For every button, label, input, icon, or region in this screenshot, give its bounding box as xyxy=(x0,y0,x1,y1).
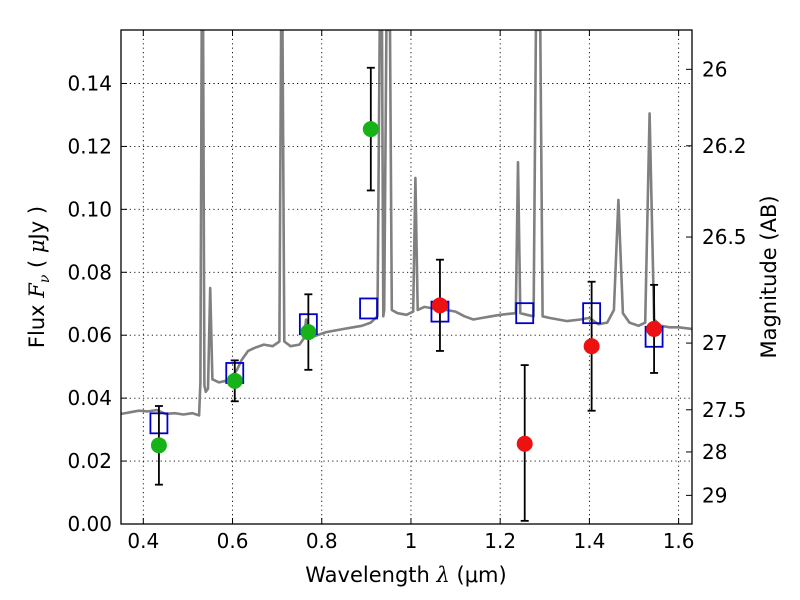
y2-tick-label: 26.2 xyxy=(702,134,747,158)
x-tick-label: 1.2 xyxy=(484,529,516,553)
y-tick-label: 0.06 xyxy=(67,323,112,347)
spectrum-line xyxy=(121,30,692,417)
y-tick-label: 0.04 xyxy=(67,386,112,410)
y-tick-label: 0.02 xyxy=(67,449,112,473)
x-tick-label: 0.8 xyxy=(306,529,338,553)
y2-tick-label: 28 xyxy=(702,440,727,464)
x-tick-label: 1.6 xyxy=(663,529,695,553)
x-tick-label: 0.6 xyxy=(217,529,249,553)
y-tick-label: 0.00 xyxy=(67,512,112,536)
red-data-point xyxy=(431,297,448,314)
green-data-point xyxy=(226,372,243,389)
ticks: 0.4 0.6 0.8 1 1.2 1.4 1.6 0.00 0.02 0.04 0.06 0.08 0… xyxy=(67,30,747,553)
green-data-point xyxy=(362,121,379,138)
green-data-point xyxy=(150,437,167,454)
y2-tick-label: 29 xyxy=(702,483,727,507)
y2-tick-label: 26 xyxy=(702,57,727,81)
y2-axis-label: Magnitude (AB) xyxy=(757,195,781,358)
y-tick-label: 0.12 xyxy=(67,134,112,158)
red-data-point xyxy=(646,320,663,337)
y2-tick-label: 27.5 xyxy=(702,398,747,422)
y-axis-label: Flux Fν ( μJy ) xyxy=(25,206,53,348)
y-tick-label: 0.10 xyxy=(67,197,112,221)
y-tick-label: 0.08 xyxy=(67,260,112,284)
plot-background xyxy=(121,30,692,524)
y-tick-label: 0.14 xyxy=(67,71,112,95)
red-data-point xyxy=(583,338,600,355)
spectrum-layer xyxy=(121,30,692,417)
marks-layer xyxy=(149,66,664,522)
y2-tick-label: 27 xyxy=(702,331,727,355)
red-data-point xyxy=(516,435,533,452)
y2-tick-label: 26.5 xyxy=(702,225,747,249)
x-tick-label: 1 xyxy=(405,529,418,553)
x-tick-label: 1.4 xyxy=(573,529,605,553)
model-photometry-box xyxy=(515,302,535,325)
green-data-point xyxy=(300,324,317,341)
x-axis-label: Wavelength λ (μm) xyxy=(305,563,506,587)
model-photometry-box xyxy=(359,297,378,320)
plot-frame xyxy=(120,29,693,525)
x-tick-label: 0.4 xyxy=(127,529,159,553)
